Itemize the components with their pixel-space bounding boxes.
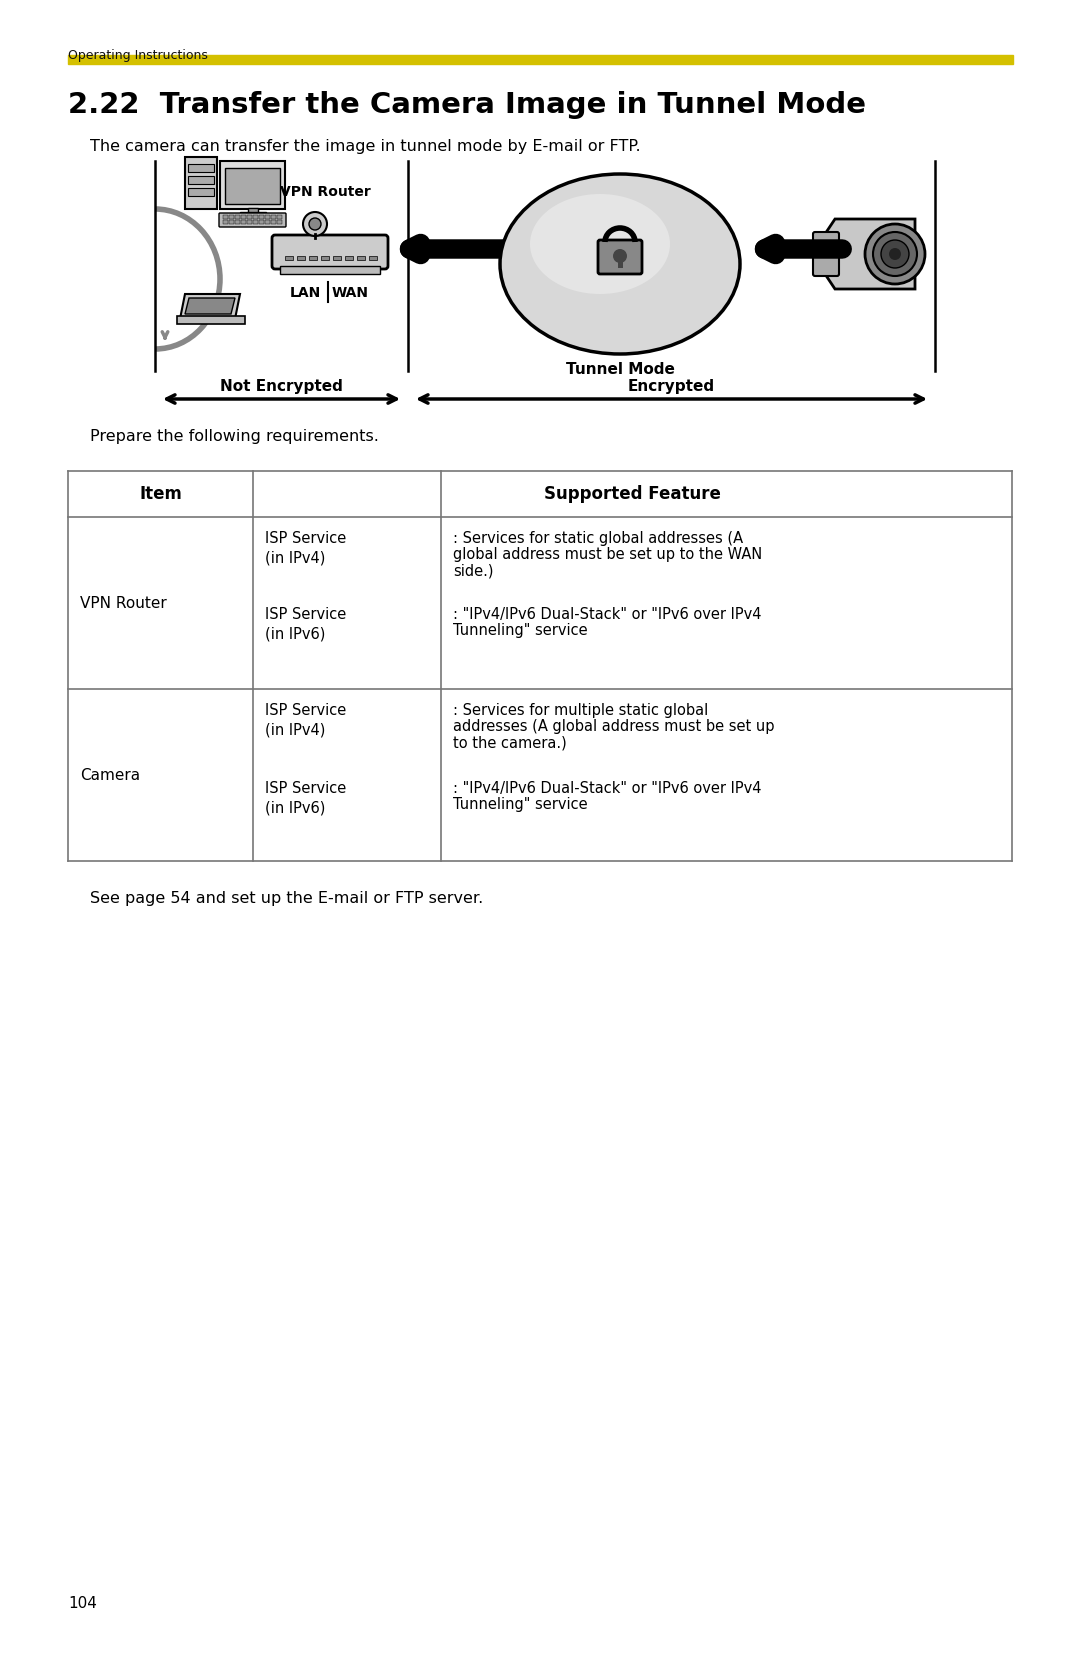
Bar <box>333 255 341 260</box>
Bar <box>259 220 264 224</box>
Text: ISP Service
(in IPv4): ISP Service (in IPv4) <box>265 703 347 738</box>
Bar <box>285 255 293 260</box>
Bar <box>229 220 234 224</box>
Ellipse shape <box>500 174 740 354</box>
Polygon shape <box>825 219 915 289</box>
Bar <box>271 215 276 219</box>
Text: Item: Item <box>139 486 181 502</box>
Bar <box>241 215 246 219</box>
Text: global address must be set up to the WAN: global address must be set up to the WAN <box>453 547 762 562</box>
Bar <box>247 215 252 219</box>
Bar <box>265 215 270 219</box>
Circle shape <box>889 249 901 260</box>
Bar <box>241 220 246 224</box>
Circle shape <box>613 249 627 264</box>
Bar <box>68 55 1013 63</box>
Polygon shape <box>185 299 235 314</box>
FancyBboxPatch shape <box>272 235 388 269</box>
Text: Camera: Camera <box>80 768 140 783</box>
Circle shape <box>309 219 321 230</box>
Polygon shape <box>180 294 240 319</box>
Text: Tunneling" service: Tunneling" service <box>453 623 588 638</box>
Circle shape <box>865 224 924 284</box>
Text: WAN: WAN <box>332 285 368 300</box>
Bar <box>235 215 240 219</box>
Bar <box>259 215 264 219</box>
Text: 104: 104 <box>68 1596 97 1611</box>
Text: side.): side.) <box>453 562 494 577</box>
Bar <box>185 157 217 209</box>
Text: : "IPv4/IPv6 Dual-Stack" or "IPv6 over IPv4: : "IPv4/IPv6 Dual-Stack" or "IPv6 over I… <box>453 608 761 623</box>
Text: Tunnel Mode: Tunnel Mode <box>566 362 674 377</box>
Circle shape <box>303 212 327 235</box>
FancyBboxPatch shape <box>219 214 286 227</box>
Bar <box>321 255 329 260</box>
Text: Supported Feature: Supported Feature <box>544 486 721 502</box>
Bar <box>240 212 266 215</box>
Text: The camera can transfer the image in tunnel mode by E-mail or FTP.: The camera can transfer the image in tun… <box>90 139 640 154</box>
Circle shape <box>881 240 909 269</box>
Text: ISP Service
(in IPv6): ISP Service (in IPv6) <box>265 781 347 816</box>
Text: : Services for multiple static global: : Services for multiple static global <box>453 703 708 718</box>
Text: VPN Router: VPN Router <box>280 185 370 199</box>
Text: 2.22  Transfer the Camera Image in Tunnel Mode: 2.22 Transfer the Camera Image in Tunnel… <box>68 92 866 118</box>
Bar <box>253 220 258 224</box>
Bar <box>297 255 305 260</box>
Text: addresses (A global address must be set up: addresses (A global address must be set … <box>453 719 774 734</box>
Bar <box>618 259 622 269</box>
Text: See page 54 and set up the E-mail or FTP server.: See page 54 and set up the E-mail or FTP… <box>90 891 483 906</box>
Bar <box>369 255 377 260</box>
Bar <box>188 164 214 172</box>
Text: Operating Instructions: Operating Instructions <box>68 48 207 62</box>
Bar <box>220 160 285 209</box>
Bar <box>357 255 365 260</box>
Text: Prepare the following requirements.: Prepare the following requirements. <box>90 429 379 444</box>
Bar <box>235 220 240 224</box>
Text: : Services for static global addresses (A: : Services for static global addresses (… <box>453 531 743 546</box>
Text: VPN Router: VPN Router <box>80 596 166 611</box>
Bar <box>253 215 258 219</box>
Bar <box>177 315 245 324</box>
Bar <box>188 175 214 184</box>
Bar <box>188 189 214 195</box>
Text: LAN: LAN <box>289 285 321 300</box>
Text: Encrypted: Encrypted <box>627 379 715 394</box>
Text: Tunneling" service: Tunneling" service <box>453 798 588 813</box>
Bar <box>247 220 252 224</box>
Text: Not Encrypted: Not Encrypted <box>220 379 343 394</box>
FancyBboxPatch shape <box>813 232 839 275</box>
Bar <box>222 215 228 219</box>
Bar <box>280 265 380 274</box>
Bar <box>345 255 353 260</box>
Bar <box>265 220 270 224</box>
Text: ISP Service
(in IPv6): ISP Service (in IPv6) <box>265 608 347 643</box>
Circle shape <box>873 232 917 275</box>
Text: ISP Service
(in IPv4): ISP Service (in IPv4) <box>265 531 347 566</box>
Bar <box>309 255 318 260</box>
Bar <box>276 220 282 224</box>
Ellipse shape <box>530 194 670 294</box>
Text: : "IPv4/IPv6 Dual-Stack" or "IPv6 over IPv4: : "IPv4/IPv6 Dual-Stack" or "IPv6 over I… <box>453 781 761 796</box>
Text: to the camera.): to the camera.) <box>453 734 567 749</box>
Bar <box>248 209 258 214</box>
Bar <box>222 220 228 224</box>
Bar <box>276 215 282 219</box>
Bar <box>229 215 234 219</box>
FancyBboxPatch shape <box>598 240 642 274</box>
Bar <box>225 169 280 204</box>
Bar <box>271 220 276 224</box>
